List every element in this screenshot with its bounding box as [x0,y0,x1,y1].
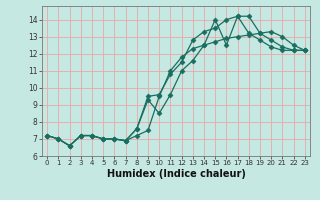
X-axis label: Humidex (Indice chaleur): Humidex (Indice chaleur) [107,169,245,179]
